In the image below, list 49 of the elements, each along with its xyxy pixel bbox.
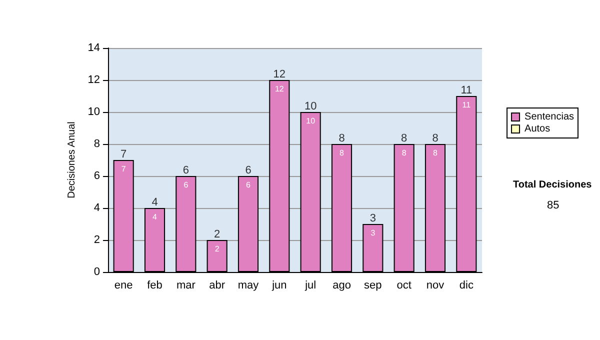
total-label: 12 bbox=[273, 68, 286, 80]
x-tick-label: jul bbox=[304, 280, 316, 292]
y-axis-title: Decisiones Anual bbox=[66, 122, 78, 198]
x-tick-label: ene bbox=[114, 280, 133, 292]
x-tick-label: nov bbox=[426, 280, 445, 292]
x-tick-label: mar bbox=[176, 280, 196, 292]
total-label: 11 bbox=[460, 84, 472, 96]
data-label: 6 bbox=[184, 180, 189, 190]
x-tick-label: abr bbox=[209, 280, 226, 292]
x-tick-label: dic bbox=[459, 280, 474, 292]
text: Total Decisiones bbox=[513, 180, 592, 190]
x-tick-label: sep bbox=[364, 280, 382, 292]
data-label: 8 bbox=[433, 148, 438, 158]
x-tick-label: feb bbox=[147, 280, 162, 292]
x-tick-label: jun bbox=[271, 280, 287, 292]
data-label: 4 bbox=[152, 212, 158, 222]
data-label: 11 bbox=[462, 100, 472, 110]
y-tick-label: 4 bbox=[94, 202, 100, 214]
y-tick-label: 0 bbox=[94, 266, 100, 278]
y-tick-label: 10 bbox=[88, 106, 100, 118]
y-tick-label: 12 bbox=[88, 74, 100, 86]
total-label: 6 bbox=[245, 164, 252, 176]
legend-label: Autos bbox=[524, 124, 550, 134]
total-label: 7 bbox=[120, 148, 127, 160]
legend-label: Sentencias bbox=[524, 112, 574, 122]
data-label: 3 bbox=[370, 228, 376, 238]
data-label: 6 bbox=[246, 180, 252, 190]
data-label: 12 bbox=[274, 84, 284, 94]
x-tick-label: oct bbox=[396, 280, 412, 292]
total-label: 4 bbox=[152, 196, 158, 208]
total-label: 3 bbox=[370, 212, 376, 224]
data-label: 8 bbox=[402, 148, 407, 158]
data-label: 8 bbox=[340, 148, 345, 158]
total-label: 2 bbox=[214, 228, 220, 240]
data-label: 2 bbox=[214, 244, 220, 254]
y-tick-label: 8 bbox=[94, 138, 100, 150]
x-tick-label: may bbox=[238, 280, 260, 292]
total-label: 8 bbox=[432, 132, 438, 144]
y-tick-label: 14 bbox=[88, 42, 100, 54]
x-tick-label: ago bbox=[332, 280, 351, 292]
total-label: 10 bbox=[304, 100, 317, 112]
data-label: 10 bbox=[306, 116, 316, 126]
total-label: 6 bbox=[182, 164, 189, 176]
text: 85 bbox=[547, 200, 560, 212]
data-label: 7 bbox=[121, 164, 126, 174]
total-label: 8 bbox=[401, 132, 408, 144]
y-tick-label: 6 bbox=[94, 170, 100, 182]
y-tick-label: 2 bbox=[94, 234, 100, 246]
total-label: 8 bbox=[338, 132, 345, 144]
